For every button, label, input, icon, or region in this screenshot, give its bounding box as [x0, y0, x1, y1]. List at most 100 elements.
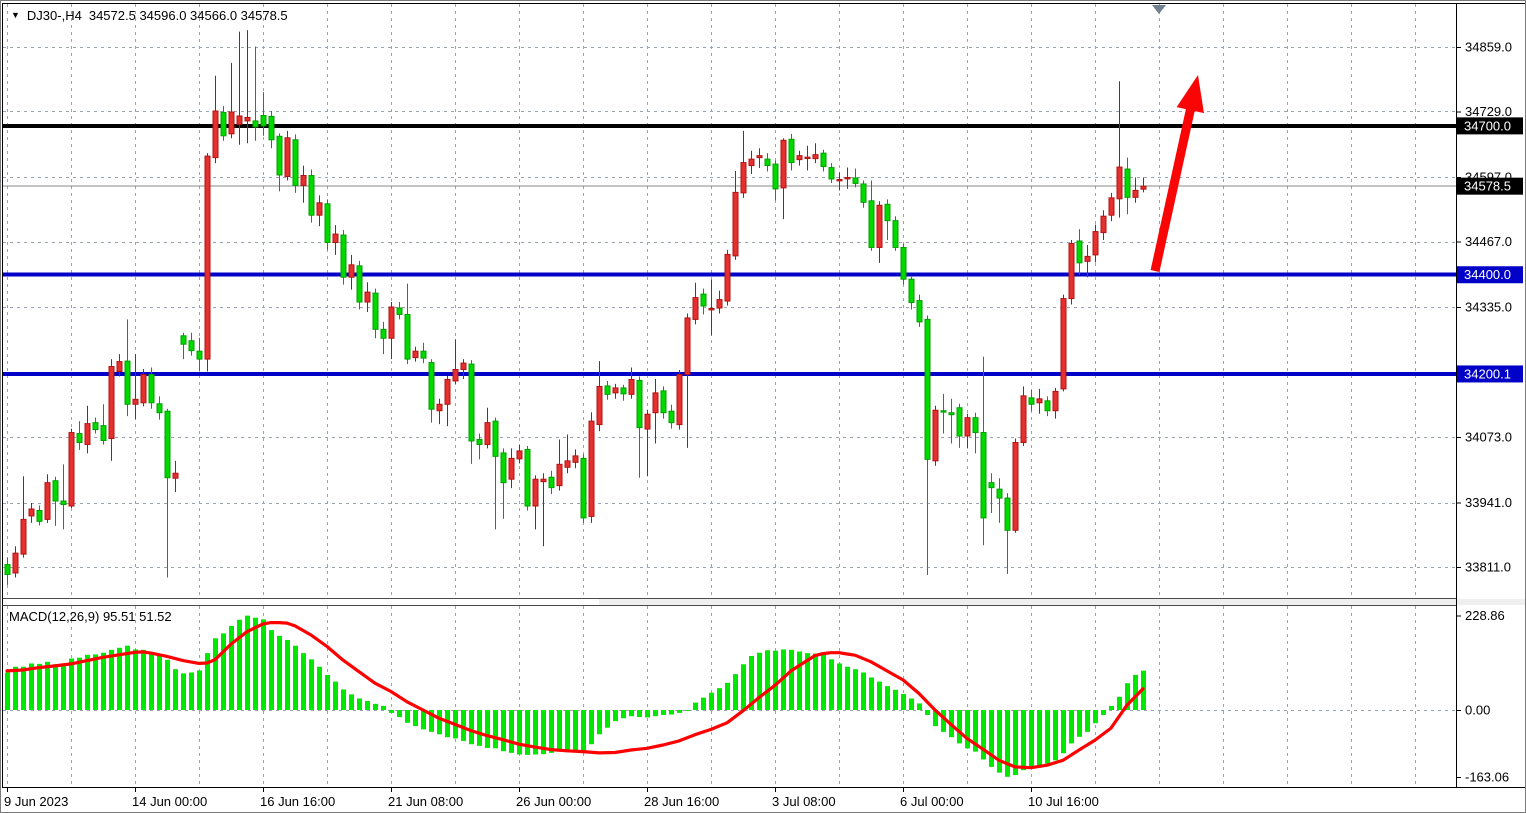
macd-bar	[253, 617, 258, 711]
candle-body	[780, 139, 787, 189]
candle-body	[508, 457, 515, 480]
macd-bar	[933, 710, 938, 727]
candle-body	[516, 450, 523, 460]
candle-body	[348, 264, 355, 278]
candle-body	[732, 191, 739, 257]
candle-body	[164, 410, 171, 479]
macd-bar	[893, 689, 898, 711]
hline-price-box	[1457, 365, 1523, 383]
candle-body	[956, 407, 963, 437]
chart-title-overlay: ▼ DJ30-,H4 34572.5 34596.0 34566.0 34578…	[11, 8, 288, 23]
macd-bar	[245, 615, 250, 711]
candle-body	[460, 362, 467, 371]
candle-body	[44, 482, 51, 520]
macd-bar	[845, 666, 850, 711]
macd-main-value: 95.51	[102, 609, 136, 624]
macd-bar	[93, 654, 98, 711]
candle-body	[948, 412, 955, 416]
candle-body	[692, 297, 699, 320]
candle-body	[804, 156, 811, 160]
macd-name: MACD(12,26,9)	[9, 609, 100, 624]
time-tick-label: 21 Jun 08:00	[388, 794, 463, 809]
candle-body	[916, 300, 923, 323]
macd-bar	[989, 710, 994, 767]
candle-body	[1036, 398, 1043, 404]
macd-bar	[333, 681, 338, 711]
candle-body	[612, 387, 619, 394]
macd-bar	[701, 697, 706, 711]
candle-body	[716, 299, 723, 309]
macd-bar	[733, 674, 738, 711]
current-price-label: 34578.5	[1464, 179, 1511, 194]
macd-bar	[397, 710, 402, 718]
candle-body	[388, 306, 395, 339]
macd-bar	[485, 710, 490, 748]
macd-bar	[765, 650, 770, 711]
candle-body	[1124, 168, 1131, 198]
macd-bar	[69, 658, 74, 711]
macd-bar	[1109, 705, 1114, 711]
macd-bar	[805, 653, 810, 711]
candle-body	[284, 137, 291, 177]
candle-body	[852, 177, 859, 184]
macd-bar	[405, 710, 410, 723]
candle-body	[644, 413, 651, 430]
candle-body	[316, 202, 323, 216]
candle-body	[292, 139, 299, 186]
macd-bar	[317, 666, 322, 711]
macd-bar	[885, 686, 890, 711]
candle-body	[564, 460, 571, 468]
candle-body	[860, 183, 867, 203]
macd-bar	[277, 635, 282, 711]
macd-bar	[517, 710, 522, 755]
macd-bar	[549, 710, 554, 753]
candle-body	[204, 155, 211, 360]
candle-body	[468, 363, 475, 442]
macd-bar	[325, 674, 330, 711]
time-axis[interactable]: 9 Jun 2023 14 Jun 00:00 16 Jun 16:00 21 Jun…	[4, 787, 1099, 809]
macd-bar	[365, 700, 370, 711]
macd-bar	[37, 663, 42, 711]
trend-arrow-shaft[interactable]	[1150, 103, 1196, 272]
macd-bar	[117, 647, 122, 711]
candle-body	[708, 307, 715, 311]
price-axis[interactable]: 34859.034729.034597.034467.034335.034073…	[1456, 39, 1523, 785]
candle-body	[260, 114, 267, 127]
candle-body	[444, 378, 451, 405]
candle-body	[500, 452, 507, 484]
candle-body	[924, 318, 931, 460]
candle-body	[524, 448, 531, 507]
candlestick-series	[4, 30, 1147, 585]
candle-body	[556, 463, 563, 487]
macd-bar	[269, 630, 274, 711]
macd-bar	[1117, 696, 1122, 711]
pane-borders	[2, 3, 1525, 788]
candle-body	[452, 369, 459, 382]
candle-body	[868, 200, 875, 248]
macd-bar	[1125, 683, 1130, 711]
macd-bar	[981, 710, 986, 760]
candle-body	[532, 478, 539, 507]
macd-bar	[213, 638, 218, 711]
candle-body	[268, 115, 275, 141]
macd-bar	[85, 654, 90, 711]
trend-arrow-head[interactable]	[1176, 75, 1204, 114]
macd-bar	[869, 677, 874, 711]
macd-bar	[613, 710, 618, 722]
chart-shift-marker-icon[interactable]	[1152, 5, 1166, 14]
macd-bar	[637, 710, 642, 718]
macd-bar	[413, 710, 418, 727]
macd-bar	[941, 710, 946, 732]
candle-body	[580, 457, 587, 519]
candle-body	[116, 361, 123, 373]
time-tick-label: 28 Jun 16:00	[644, 794, 719, 809]
chart-symbol-period: DJ30-,H4	[26, 8, 82, 23]
price-tick-label: 34335.0	[1465, 300, 1512, 315]
candle-body	[28, 508, 35, 517]
macd-bar	[837, 663, 842, 711]
candle-body	[652, 392, 659, 414]
candle-body	[412, 350, 419, 359]
pane-separator[interactable]	[599, 599, 1526, 605]
symbol-dropdown-icon[interactable]: ▼	[11, 10, 20, 20]
